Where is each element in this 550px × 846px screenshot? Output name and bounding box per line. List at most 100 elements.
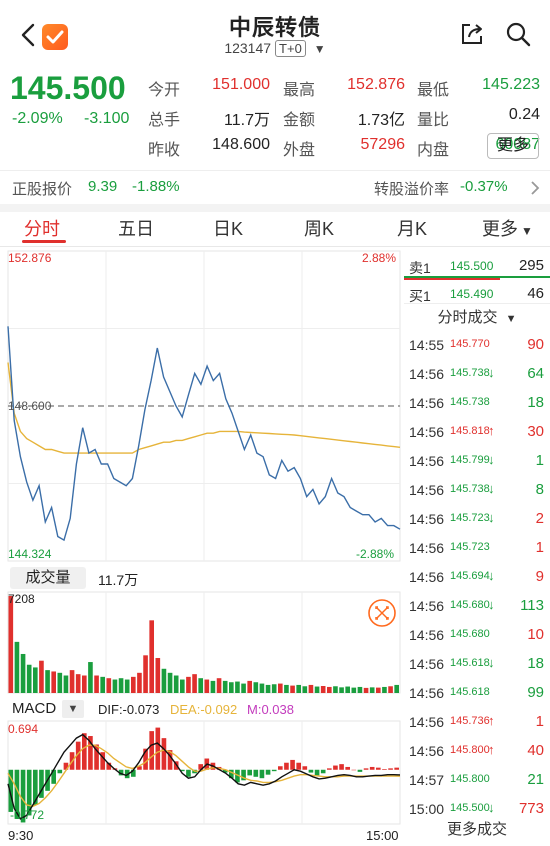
ask-bid-divider-red [404,278,500,280]
volume-indicator-pill[interactable]: 成交量 [10,567,86,589]
tick-row: 14:56 145.736 ↑ 1 [404,708,550,736]
tab-daily-k[interactable]: 日K [213,219,244,239]
tick-time: 14:56 [409,482,445,498]
tick-volume: 1 [535,713,544,730]
tick-volume: 18 [527,655,544,672]
tick-direction-icon: ↓ [488,655,495,670]
macd-bar [284,762,289,770]
macd-bar [302,766,308,770]
volume-bar [327,686,332,693]
stat-value: 151.000 [212,76,270,93]
volume-bar [20,653,26,693]
volume-bar [296,684,301,693]
volume-bar [376,687,381,693]
volume-bar [247,680,252,693]
macd-bar [8,769,14,812]
tick-time: 15:00 [409,801,445,817]
tab-monthly-k[interactable]: 月K [397,219,428,239]
macd-title[interactable]: MACD [12,700,57,717]
bond-code-line[interactable]: 123147 T+0 ▼ [0,40,550,57]
tick-time: 14:56 [409,714,445,730]
macd-bar [345,766,350,770]
volume-bar [143,655,148,693]
tick-price: 145.618 [450,657,490,669]
volume-bar [369,687,375,693]
macd-bar [278,766,283,770]
dif-label: DIF:-0.073 [98,702,160,717]
volume-bar [204,679,210,693]
tick-direction-icon: ↓ [488,365,495,380]
volume-bar [149,620,154,693]
tick-volume: 99 [527,684,544,701]
more-stats-button[interactable]: 更多 [487,133,539,159]
search-icon[interactable] [504,20,532,48]
macd-bar [265,769,271,775]
volume-bar [351,687,357,693]
tick-volume: 30 [527,423,544,440]
back-arrow-icon[interactable] [14,20,44,50]
volume-bar [82,675,87,693]
expand-icon[interactable] [367,598,397,628]
tick-direction-icon: ↓ [488,568,495,583]
macd-high-label: 0.694 [8,722,39,736]
ticks-header[interactable]: 分时成交 ▼ [404,305,550,331]
time-end-label: 15:00 [366,828,399,843]
volume-bar [216,678,222,693]
chevron-down-icon[interactable]: ▼ [313,42,326,56]
section-gap [0,204,550,212]
price-high-label: 152.876 [8,251,52,265]
ask-bid-divider [404,276,550,278]
tick-volume: 21 [527,771,544,788]
volume-bar [26,664,32,693]
volume-bar [265,684,271,693]
tick-direction-icon: ↑ [488,423,495,438]
stock-price-label: 正股报价 [12,181,73,198]
macd-bar [33,769,38,805]
premium-value: -0.37% [460,178,508,195]
macd-bar [394,767,399,770]
volume-bar [284,684,289,693]
tick-row: 14:56 145.800 ↑ 40 [404,737,550,765]
tick-direction-icon: ↓ [488,510,495,525]
macd-bar [229,769,234,779]
tab-five-day[interactable]: 五日 [118,219,154,239]
tick-direction-icon: ↓ [488,481,495,496]
tick-direction-icon: ↑ [488,713,495,728]
macd-bar [235,769,240,783]
volume-bar [137,672,142,693]
order-book: 卖1 145.500 295 买1 145.490 46 分时成交 ▼ 14:55… [404,247,550,846]
intraday-chart[interactable] [0,247,404,846]
tab-weekly-k[interactable]: 周K [304,219,335,239]
macd-bar [180,769,185,772]
chevron-right-icon[interactable] [528,180,542,196]
volume-bar [124,679,130,693]
bid-row: 买1 145.490 46 [404,280,550,308]
volume-bar [235,681,240,693]
macd-bar [247,769,252,776]
m-label: M:0.038 [247,702,294,717]
tab-intraday[interactable]: 分时 [24,219,60,239]
macd-bar [63,762,69,770]
more-ticks-button[interactable]: 更多成交 [446,821,507,838]
macd-bar [14,769,20,819]
volume-bar [388,686,393,693]
ticks-title: 分时成交 [437,309,498,326]
tick-direction-icon: ↓ [488,800,495,815]
tab-more[interactable]: 更多 ▼ [482,215,533,241]
tick-time: 14:56 [409,627,445,643]
volume-bar [106,678,112,693]
volume-bar [222,680,228,693]
divider [0,246,550,247]
tick-row: 14:56 145.738 18 [404,389,550,417]
dif-line [7,733,401,820]
macd-bar [253,769,259,777]
tick-price: 145.800 [450,773,490,785]
macd-bar [290,759,295,770]
share-icon[interactable] [458,20,486,48]
macd-bar [351,769,357,771]
macd-bar [308,769,314,773]
tick-row: 14:56 145.680 10 [404,621,550,649]
stat-value: 11.7万 [224,112,270,129]
stat-value: 152.876 [347,76,405,93]
macd-bar [155,727,161,770]
